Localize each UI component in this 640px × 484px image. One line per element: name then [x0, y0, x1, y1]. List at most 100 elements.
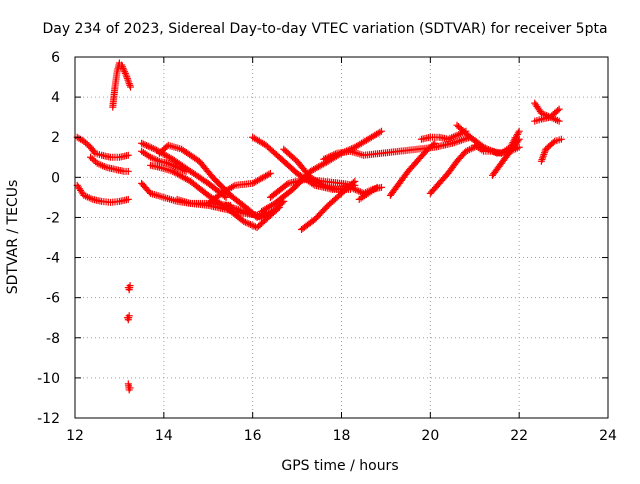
y-tick-label: -6 [46, 291, 60, 307]
x-axis-label: GPS time / hours [281, 458, 398, 474]
data-point [126, 282, 134, 290]
data-point [124, 167, 132, 175]
data-point [320, 155, 328, 163]
data-point [222, 193, 230, 201]
data-point [431, 139, 439, 147]
data-marker [118, 63, 126, 71]
data-marker [229, 182, 237, 190]
data-point [555, 117, 563, 125]
data-marker [539, 154, 547, 162]
data-marker [125, 80, 133, 88]
data-point [124, 195, 132, 203]
data-point [555, 105, 563, 113]
data-marker [90, 156, 98, 164]
data-marker [328, 152, 336, 160]
chart-title: Day 234 of 2023, Sidereal Day-to-day VTE… [42, 21, 607, 37]
data-marker [355, 187, 363, 195]
data-marker [554, 106, 562, 114]
data-marker [124, 76, 132, 84]
data-point [377, 127, 385, 135]
data-marker [141, 141, 149, 149]
data-series-arc-3 [87, 153, 132, 175]
x-tick-label: 24 [599, 428, 617, 444]
data-marker [549, 139, 557, 147]
data-marker [351, 186, 359, 194]
data-marker [349, 179, 357, 187]
y-tick-label: 0 [51, 170, 60, 186]
data-series-arc-14 [204, 169, 274, 207]
data-marker [120, 66, 128, 74]
data-point [515, 127, 523, 135]
data-point [351, 177, 359, 185]
data-marker [539, 152, 547, 160]
data-marker [376, 128, 384, 136]
data-layer [73, 59, 565, 394]
data-marker [541, 149, 549, 157]
data-marker [265, 170, 273, 178]
data-marker [139, 140, 147, 148]
data-point [373, 183, 381, 191]
data-marker [331, 150, 339, 158]
y-tick-label: -10 [37, 371, 60, 387]
x-tick-label: 18 [333, 428, 351, 444]
data-point [240, 217, 248, 225]
data-marker [119, 64, 127, 72]
data-marker [88, 155, 96, 163]
data-marker [318, 180, 326, 188]
y-tick-label: -8 [46, 331, 60, 347]
data-marker [326, 152, 334, 160]
data-series-arc-22 [355, 183, 381, 203]
data-marker [83, 140, 91, 148]
data-marker [245, 220, 253, 228]
data-point [127, 83, 135, 91]
data-series-arc-30 [531, 113, 563, 125]
data-series-arc-25 [426, 143, 479, 197]
x-tick-label: 20 [421, 428, 439, 444]
data-point [87, 153, 95, 161]
x-tick-label: 14 [155, 428, 173, 444]
data-marker [121, 69, 129, 77]
data-series-arc-31 [537, 135, 565, 165]
data-series-arc-1 [73, 181, 132, 206]
y-tick-label: 6 [51, 50, 60, 66]
data-point [124, 151, 132, 159]
data-marker [143, 141, 151, 149]
data-marker [350, 185, 358, 193]
data-marker [538, 156, 546, 164]
data-marker [356, 188, 364, 196]
data-marker [248, 221, 256, 229]
data-point [266, 169, 274, 177]
data-series-arc-4 [109, 59, 135, 111]
data-series-arc-28 [489, 135, 523, 179]
y-tick-label: -2 [46, 210, 60, 226]
data-marker [323, 154, 331, 162]
data-marker [125, 78, 133, 86]
data-marker [283, 181, 291, 189]
data-point [182, 167, 190, 175]
data-marker [126, 81, 134, 89]
data-point [125, 312, 133, 320]
data-point [138, 139, 146, 147]
y-axis-label: SDTVAR / TECUs [5, 180, 21, 295]
data-point [122, 71, 130, 79]
data-marker [330, 151, 338, 159]
data-series-arc-7 [124, 380, 134, 394]
data-series-arc-12 [155, 141, 270, 221]
y-tick-label: -12 [37, 411, 60, 427]
data-marker [241, 218, 249, 226]
data-marker [146, 143, 154, 151]
data-marker [514, 129, 522, 137]
data-point [557, 135, 565, 143]
y-tick-label: 4 [51, 90, 60, 106]
data-point [537, 157, 545, 165]
y-tick-label: 2 [51, 130, 60, 146]
data-marker [321, 155, 329, 163]
data-point [118, 61, 126, 69]
data-marker [514, 137, 522, 145]
data-marker [148, 144, 156, 152]
data-marker [429, 141, 437, 149]
